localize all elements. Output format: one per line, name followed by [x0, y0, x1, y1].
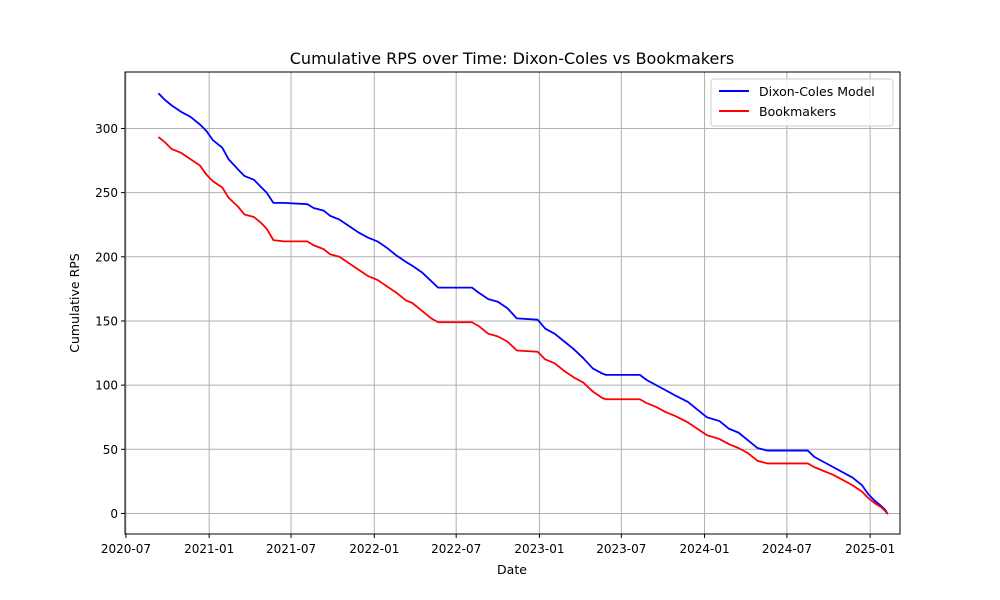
series-layer — [158, 92, 889, 515]
x-tick-label-2020-07: 2020-07 — [101, 542, 151, 556]
grid — [125, 72, 900, 534]
x-tick-label-2021-01: 2021-01 — [184, 542, 234, 556]
y-tick-label-50: 50 — [103, 443, 118, 457]
chart-title: Cumulative RPS over Time: Dixon-Coles vs… — [290, 49, 734, 68]
y-tick-label-300: 300 — [95, 122, 118, 136]
y-tick-label-0: 0 — [110, 507, 118, 521]
y-axis-label: Cumulative RPS — [67, 253, 82, 353]
series-line-bookmakers — [158, 136, 889, 515]
x-tick-label-2022-07: 2022-07 — [431, 542, 481, 556]
y-tick-label-100: 100 — [95, 379, 118, 393]
y-tick-label-150: 150 — [95, 314, 118, 328]
x-axis-label: Date — [497, 562, 527, 577]
plot-frame — [124, 71, 901, 535]
legend: Dixon-Coles Model Bookmakers — [710, 78, 894, 127]
legend-label-dixon-coles-model: Dixon-Coles Model — [759, 84, 875, 99]
y-tick-label-200: 200 — [95, 250, 118, 264]
x-tick-label-2021-07: 2021-07 — [266, 542, 316, 556]
y-tick-label-250: 250 — [95, 186, 118, 200]
x-tick-label-2022-01: 2022-01 — [349, 542, 399, 556]
legend-box — [710, 78, 894, 127]
x-tick-label-2024-07: 2024-07 — [762, 542, 812, 556]
legend-label-bookmakers: Bookmakers — [759, 104, 836, 119]
ticks: 2020-07 2021-01 2021-07 2022-01 2022-07 2023-… — [95, 122, 895, 556]
x-tick-label-2025-01: 2025-01 — [845, 542, 895, 556]
x-tick-label-2023-07: 2023-07 — [596, 542, 646, 556]
x-tick-label-2023-01: 2023-01 — [514, 542, 564, 556]
series-line-dixon-coles-model — [158, 92, 889, 515]
x-tick-label-2024-01: 2024-01 — [679, 542, 729, 556]
